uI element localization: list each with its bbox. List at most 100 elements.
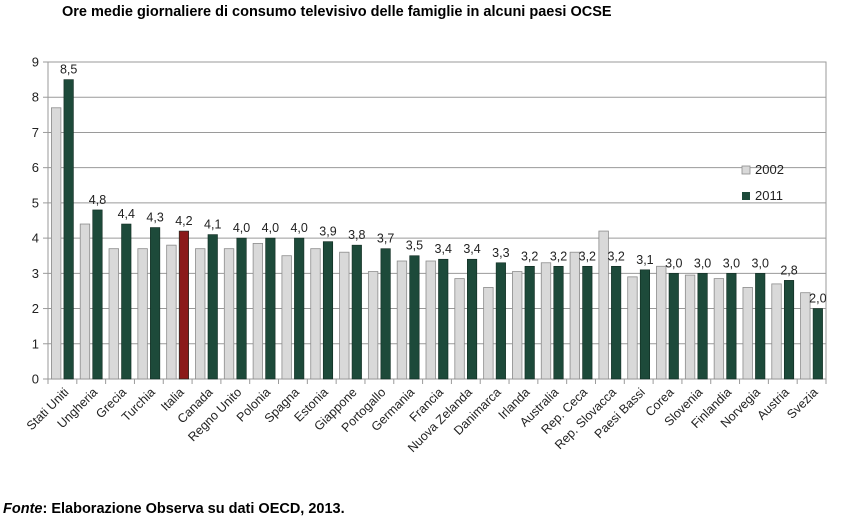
data-label: 3,0 (723, 256, 740, 270)
bar-2011 (322, 241, 334, 380)
data-label: 3,3 (492, 246, 509, 260)
bar-2011 (351, 244, 362, 380)
legend-label-2011: 2011 (755, 188, 783, 203)
y-tick-label: 5 (32, 195, 39, 210)
data-label: 3,4 (463, 242, 480, 256)
data-label: 3,0 (752, 256, 769, 270)
bar-2002 (51, 107, 62, 380)
data-label: 4,0 (233, 221, 250, 235)
bar-2011 (524, 265, 535, 380)
bar-2002 (569, 251, 580, 380)
bar-2011 (294, 237, 305, 380)
data-label: 3,2 (579, 249, 596, 263)
bar-2011 (553, 265, 564, 380)
x-tick-label: Svezia (784, 385, 820, 421)
bar-2002 (425, 260, 436, 380)
data-label: 3,8 (348, 228, 365, 242)
bar-2011 (63, 79, 74, 380)
legend-label-2002: 2002 (755, 162, 784, 177)
y-tick-label: 7 (32, 125, 39, 140)
bar-2002 (137, 248, 148, 380)
bar-2002 (540, 262, 552, 380)
plot-area (47, 61, 827, 380)
data-label: 3,0 (694, 256, 711, 270)
bar-2002 (598, 230, 609, 380)
bar-2011 (92, 209, 103, 380)
y-tick-label: 4 (32, 231, 39, 246)
bar-2011 (697, 273, 708, 380)
bar-2002 (396, 260, 408, 380)
data-label: 4,3 (146, 211, 163, 225)
bar-2002 (627, 276, 638, 380)
source-label: Fonte (3, 501, 43, 517)
y-tick-label: 9 (32, 55, 39, 70)
data-label: 4,0 (262, 221, 279, 235)
data-label: 4,8 (89, 193, 106, 207)
bar-2002 (310, 248, 321, 380)
bar-2011 (265, 237, 276, 380)
data-label: 2,8 (780, 263, 797, 277)
bar-2011 (639, 269, 651, 380)
data-label: 4,4 (118, 207, 135, 221)
y-tick-label: 8 (32, 90, 39, 105)
data-label: 4,0 (290, 221, 307, 235)
bar-2011 (409, 255, 420, 380)
legend-swatch-2011 (742, 192, 750, 200)
bar-2002 (367, 271, 379, 380)
bar-2002 (252, 242, 264, 380)
bar-2002 (281, 255, 292, 380)
bar-2011 (495, 262, 506, 380)
chart-title: Ore medie giornaliere di consumo televis… (62, 4, 612, 20)
bar-2002 (79, 223, 91, 380)
legend-swatch-2002 (741, 165, 751, 175)
source-text: : Elaborazione Observa su dati OECD, 201… (42, 501, 345, 517)
bar-2002 (483, 287, 494, 380)
data-label: 4,1 (204, 218, 221, 232)
bar-2011 (582, 265, 593, 380)
data-label: 8,5 (60, 63, 77, 77)
data-label: 3,2 (521, 249, 538, 263)
data-label: 2,0 (809, 292, 826, 306)
bar-2011 (726, 273, 737, 380)
bar-2011 (150, 227, 161, 380)
bar-2011 (755, 273, 766, 380)
bar-2011 (207, 234, 218, 380)
bar-2002 (713, 278, 725, 380)
bar-2002 (454, 278, 465, 380)
bar-2002 (684, 274, 696, 380)
data-label: 3,5 (406, 239, 423, 253)
y-tick-label: 2 (32, 301, 39, 316)
bar-2011 (812, 308, 823, 380)
bar-2002 (771, 283, 782, 380)
bar-2002 (166, 244, 177, 380)
bar-2002 (742, 287, 753, 380)
bar-2002 (195, 248, 206, 380)
bar-2002 (339, 251, 350, 380)
data-label: 3,9 (319, 225, 336, 239)
data-label: 3,1 (636, 253, 653, 267)
bar-2011 (236, 237, 247, 380)
bar-2011 (121, 223, 132, 380)
x-tick-label: Austria (754, 385, 791, 422)
data-label: 3,2 (550, 249, 567, 263)
source-note: Fonte: Elaborazione Observa su dati OECD… (3, 501, 345, 517)
bar-2002 (108, 248, 119, 380)
y-tick-label: 1 (32, 336, 39, 351)
bar-2011 (611, 265, 622, 380)
data-label: 3,2 (607, 249, 624, 263)
bar-2002 (512, 271, 523, 380)
data-label: 3,7 (377, 232, 394, 246)
bar-2011 (783, 280, 795, 380)
bar-2011 (380, 248, 391, 380)
y-tick-label: 0 (32, 372, 39, 387)
data-label: 3,0 (665, 256, 682, 270)
bar-2011 (467, 258, 478, 380)
data-label: 4,2 (175, 214, 192, 228)
bar-2002 (223, 248, 235, 380)
y-tick-label: 6 (32, 160, 39, 175)
data-label: 3,4 (435, 242, 452, 256)
y-tick-label: 3 (32, 266, 39, 281)
bar-2011 (668, 273, 679, 380)
bar-2002 (800, 292, 811, 380)
